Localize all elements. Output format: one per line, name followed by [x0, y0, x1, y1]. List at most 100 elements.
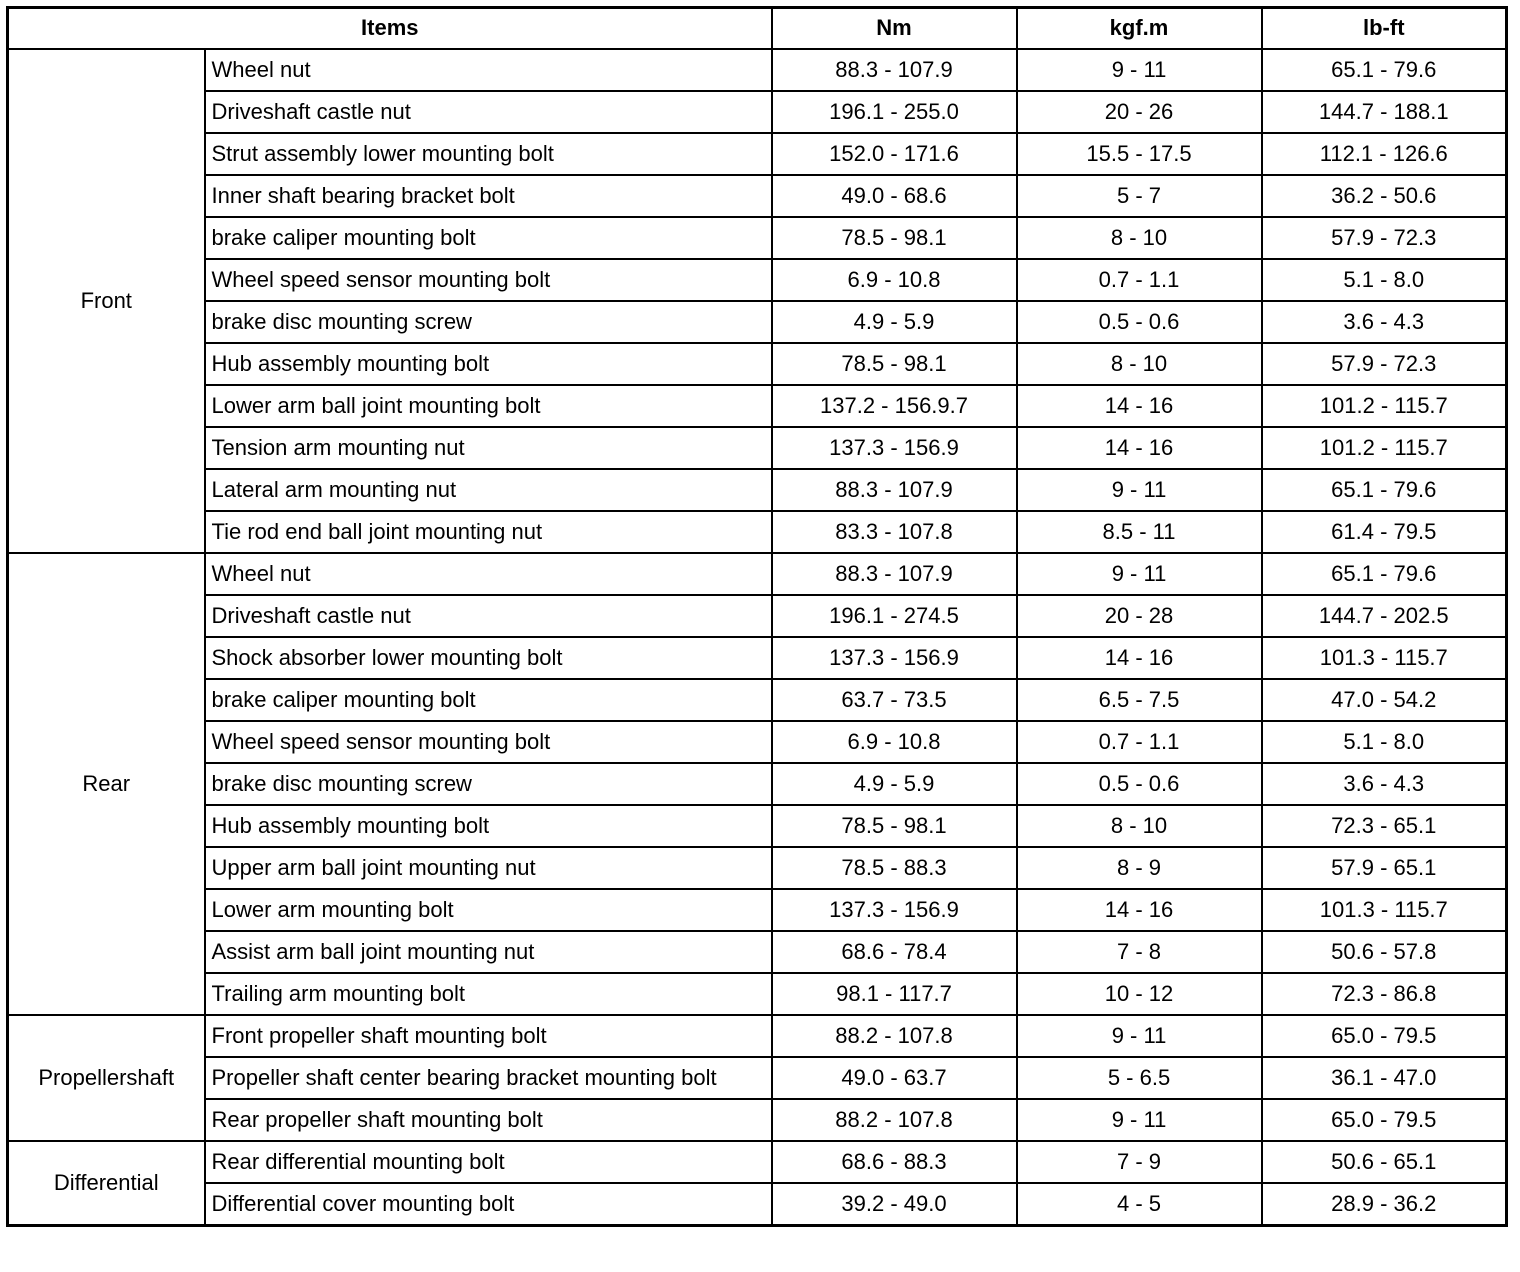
value-cell: 36.1 - 47.0: [1260, 1056, 1508, 1100]
item-cell: Wheel speed sensor mounting bolt: [203, 720, 773, 764]
value-cell: 49.0 - 63.7: [770, 1056, 1018, 1100]
table-row: brake caliper mounting bolt 63.7 - 73.5 6.…: [8, 678, 1508, 722]
value-cell: 88.3 - 107.9: [770, 48, 1018, 92]
value-cell: 196.1 - 274.5: [770, 594, 1018, 638]
header-cell: Items: [6, 6, 773, 50]
item-cell: Shock absorber lower mounting bolt: [203, 636, 773, 680]
item-cell: Upper arm ball joint mounting nut: [203, 846, 773, 890]
value-cell: 78.5 - 98.1: [770, 804, 1018, 848]
value-cell: 20 - 28: [1015, 594, 1263, 638]
value-cell: 101.2 - 115.7: [1260, 384, 1508, 428]
item-cell: brake caliper mounting bolt: [203, 678, 773, 722]
value-cell: 6.5 - 7.5: [1015, 678, 1263, 722]
table-row: Rear Wheel nut 88.3 - 107.9 9 - 11 65.1 - 79…: [6, 552, 1508, 1016]
table-row: Hub assembly mounting bolt 78.5 - 98.1 8 -…: [8, 804, 1508, 848]
item-cell: Tension arm mounting nut: [203, 426, 773, 470]
item-cell: Wheel nut: [203, 552, 773, 596]
value-cell: 8 - 9: [1015, 846, 1263, 890]
value-cell: 78.5 - 98.1: [770, 216, 1018, 260]
value-cell: 3.6 - 4.3: [1260, 762, 1508, 806]
header-cell: kgf.m: [1015, 6, 1263, 50]
table-row: Propeller shaft center bearing bracket m…: [8, 1056, 1508, 1100]
value-cell: 65.1 - 79.6: [1260, 552, 1508, 596]
value-cell: 28.9 - 36.2: [1260, 1182, 1508, 1227]
item-cell: Inner shaft bearing bracket bolt: [203, 174, 773, 218]
value-cell: 137.3 - 156.9: [770, 636, 1018, 680]
value-cell: 65.0 - 79.5: [1260, 1098, 1508, 1142]
item-cell: Tie rod end ball joint mounting nut: [203, 510, 773, 554]
item-cell: Trailing arm mounting bolt: [203, 972, 773, 1016]
value-cell: 78.5 - 98.1: [770, 342, 1018, 386]
item-cell: Assist arm ball joint mounting nut: [203, 930, 773, 974]
value-cell: 9 - 11: [1015, 1014, 1263, 1058]
table-row: Tie rod end ball joint mounting nut 83.3 …: [8, 510, 1508, 554]
table-row: Rear propeller shaft mounting bolt 88.2 -…: [8, 1098, 1508, 1142]
value-cell: 0.7 - 1.1: [1015, 258, 1263, 302]
value-cell: 14 - 16: [1015, 636, 1263, 680]
value-cell: 196.1 - 255.0: [770, 90, 1018, 134]
value-cell: 8 - 10: [1015, 804, 1263, 848]
torque-table: Items Nm kgf.m lb-ft Front Wheel nut 88.3 …: [6, 6, 1509, 1227]
value-cell: 98.1 - 117.7: [770, 972, 1018, 1016]
table-row: Lower arm mounting bolt 137.3 - 156.9 14 -…: [8, 888, 1508, 932]
value-cell: 14 - 16: [1015, 384, 1263, 428]
value-cell: 137.3 - 156.9: [770, 426, 1018, 470]
value-cell: 88.2 - 107.8: [770, 1014, 1018, 1058]
table-row: Differential Rear differential mounting b…: [6, 1140, 1508, 1227]
group-cell: Rear: [6, 552, 206, 1016]
table-body: Front Wheel nut 88.3 - 107.9 9 - 11 65.1 - 7…: [6, 48, 1508, 1227]
value-cell: 68.6 - 88.3: [770, 1140, 1018, 1184]
value-cell: 137.3 - 156.9: [770, 888, 1018, 932]
header-cell: Nm: [770, 6, 1018, 50]
group-cell: Differential: [6, 1140, 206, 1227]
value-cell: 101.3 - 115.7: [1260, 636, 1508, 680]
item-cell: brake disc mounting screw: [203, 300, 773, 344]
table-row: Strut assembly lower mounting bolt 152.0 …: [8, 132, 1508, 176]
header-row: Items Nm kgf.m lb-ft: [6, 6, 1508, 50]
value-cell: 65.1 - 79.6: [1260, 468, 1508, 512]
value-cell: 4 - 5: [1015, 1182, 1263, 1227]
item-cell: Rear differential mounting bolt: [203, 1140, 773, 1184]
value-cell: 137.2 - 156.9.7: [770, 384, 1018, 428]
value-cell: 0.5 - 0.6: [1015, 762, 1263, 806]
value-cell: 9 - 11: [1015, 1098, 1263, 1142]
value-cell: 8 - 10: [1015, 216, 1263, 260]
item-cell: Wheel nut: [203, 48, 773, 92]
group-cell: Propellershaft: [6, 1014, 206, 1142]
item-cell: Hub assembly mounting bolt: [203, 804, 773, 848]
value-cell: 5.1 - 8.0: [1260, 720, 1508, 764]
value-cell: 6.9 - 10.8: [770, 258, 1018, 302]
item-cell: Lower arm ball joint mounting bolt: [203, 384, 773, 428]
value-cell: 63.7 - 73.5: [770, 678, 1018, 722]
value-cell: 65.1 - 79.6: [1260, 48, 1508, 92]
table-row: Tension arm mounting nut 137.3 - 156.9 14 …: [8, 426, 1508, 470]
value-cell: 88.2 - 107.8: [770, 1098, 1018, 1142]
value-cell: 88.3 - 107.9: [770, 468, 1018, 512]
value-cell: 57.9 - 72.3: [1260, 342, 1508, 386]
value-cell: 0.5 - 0.6: [1015, 300, 1263, 344]
table-row: Wheel speed sensor mounting bolt 6.9 - 10…: [8, 720, 1508, 764]
value-cell: 7 - 9: [1015, 1140, 1263, 1184]
value-cell: 61.4 - 79.5: [1260, 510, 1508, 554]
value-cell: 39.2 - 49.0: [770, 1182, 1018, 1227]
value-cell: 9 - 11: [1015, 468, 1263, 512]
value-cell: 20 - 26: [1015, 90, 1263, 134]
table-row: Differential cover mounting bolt 39.2 - 4…: [8, 1182, 1508, 1227]
value-cell: 72.3 - 65.1: [1260, 804, 1508, 848]
item-cell: Driveshaft castle nut: [203, 90, 773, 134]
value-cell: 152.0 - 171.6: [770, 132, 1018, 176]
item-cell: brake caliper mounting bolt: [203, 216, 773, 260]
table-row: brake disc mounting screw 4.9 - 5.9 0.5 - …: [8, 300, 1508, 344]
value-cell: 57.9 - 65.1: [1260, 846, 1508, 890]
value-cell: 144.7 - 202.5: [1260, 594, 1508, 638]
item-cell: Differential cover mounting bolt: [203, 1182, 773, 1227]
item-cell: Strut assembly lower mounting bolt: [203, 132, 773, 176]
table-row: Trailing arm mounting bolt 98.1 - 117.7 10…: [8, 972, 1508, 1016]
value-cell: 4.9 - 5.9: [770, 300, 1018, 344]
group-cell: Front: [6, 48, 206, 554]
value-cell: 47.0 - 54.2: [1260, 678, 1508, 722]
table-row: Upper arm ball joint mounting nut 78.5 - …: [8, 846, 1508, 890]
value-cell: 15.5 - 17.5: [1015, 132, 1263, 176]
value-cell: 3.6 - 4.3: [1260, 300, 1508, 344]
table-row: Front Wheel nut 88.3 - 107.9 9 - 11 65.1 - 7…: [6, 48, 1508, 554]
